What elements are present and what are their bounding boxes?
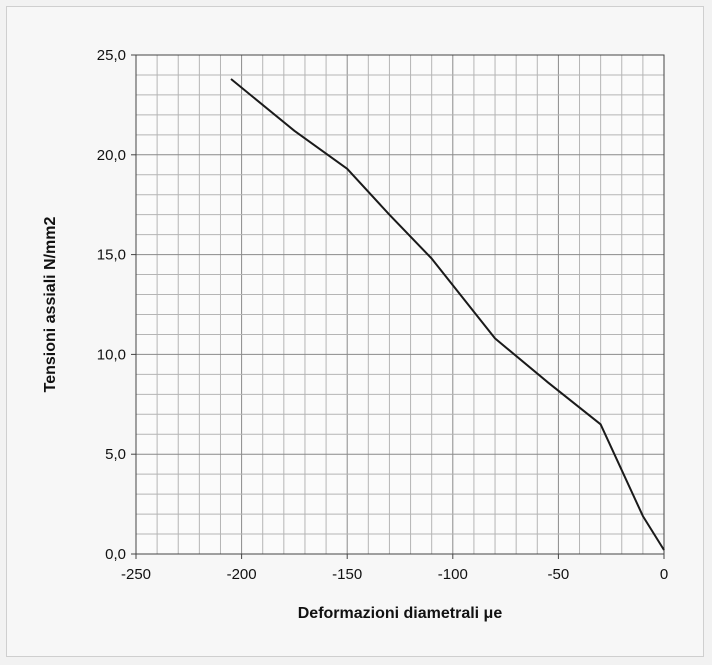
x-axis-title: Deformazioni diametrali μe: [298, 605, 503, 622]
y-tick-label: 5,0: [105, 446, 126, 463]
y-tick-label: 10,0: [97, 346, 126, 363]
x-tick-label: -150: [332, 566, 362, 583]
x-tick-label: -100: [438, 566, 468, 583]
plot-area-border: [135, 54, 665, 555]
y-tick-label: 25,0: [97, 47, 126, 64]
y-tick-label: 15,0: [97, 247, 126, 264]
x-tick-label: -250: [121, 566, 151, 583]
series-layer: [230, 78, 665, 551]
line-chart: -250 -200 -150 -100 -50 0 0,0 5,0 10,0 15,0 20,0 2…: [42, 47, 668, 622]
y-tick-label: 20,0: [97, 147, 126, 164]
x-tick-label: -50: [548, 566, 570, 583]
grid: [131, 54, 665, 559]
x-tick-label: 0: [660, 566, 668, 583]
x-tick-labels: -250 -200 -150 -100 -50 0: [121, 566, 668, 583]
chart-frame: -250 -200 -150 -100 -50 0 0,0 5,0 10,0 15,0 20,0 2…: [6, 6, 704, 657]
y-tick-labels: 0,0 5,0 10,0 15,0 20,0 25,0: [97, 47, 126, 563]
x-tick-label: -200: [227, 566, 257, 583]
series-line-1: [230, 78, 665, 551]
plot-background: [136, 55, 664, 554]
y-axis-title: Tensioni assiali N/mm2: [42, 217, 59, 393]
y-tick-label: 0,0: [105, 546, 126, 563]
